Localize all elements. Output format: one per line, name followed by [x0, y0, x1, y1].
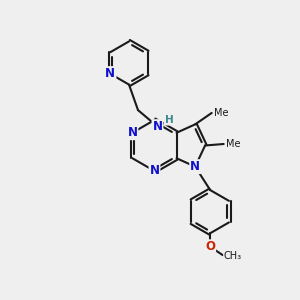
Text: N: N — [190, 160, 200, 173]
Text: N: N — [152, 120, 163, 133]
Text: O: O — [205, 240, 215, 253]
Text: N: N — [105, 67, 115, 80]
Text: N: N — [149, 164, 160, 178]
Text: Me: Me — [226, 139, 240, 149]
Text: H: H — [164, 115, 173, 125]
Text: N: N — [105, 67, 115, 80]
Text: N: N — [128, 126, 137, 139]
Text: CH₃: CH₃ — [224, 251, 242, 261]
Text: Me: Me — [214, 108, 228, 118]
